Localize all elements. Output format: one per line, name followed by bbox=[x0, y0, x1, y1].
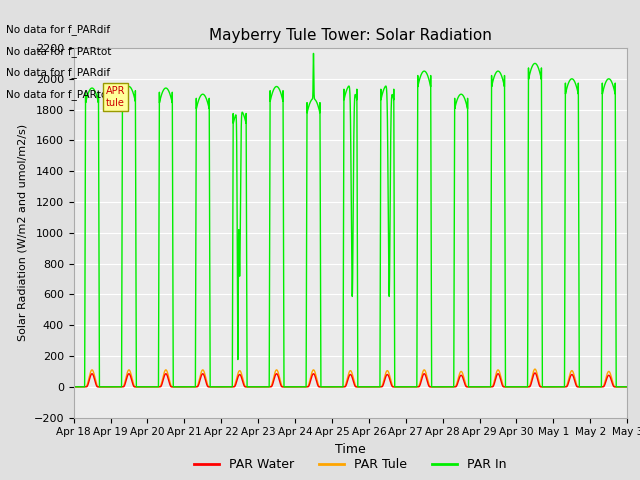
Text: No data for f_PARtot: No data for f_PARtot bbox=[6, 46, 112, 57]
X-axis label: Time: Time bbox=[335, 443, 366, 456]
Y-axis label: Solar Radiation (W/m2 and umol/m2/s): Solar Radiation (W/m2 and umol/m2/s) bbox=[18, 124, 28, 341]
Text: APR
tule: APR tule bbox=[106, 86, 125, 108]
Text: No data for f_PARdif: No data for f_PARdif bbox=[6, 24, 111, 35]
Legend: PAR Water, PAR Tule, PAR In: PAR Water, PAR Tule, PAR In bbox=[189, 453, 512, 476]
Text: No data for f_PARdif: No data for f_PARdif bbox=[6, 67, 111, 78]
Text: No data for f_PARtot: No data for f_PARtot bbox=[6, 89, 112, 100]
Title: Mayberry Tule Tower: Solar Radiation: Mayberry Tule Tower: Solar Radiation bbox=[209, 28, 492, 43]
